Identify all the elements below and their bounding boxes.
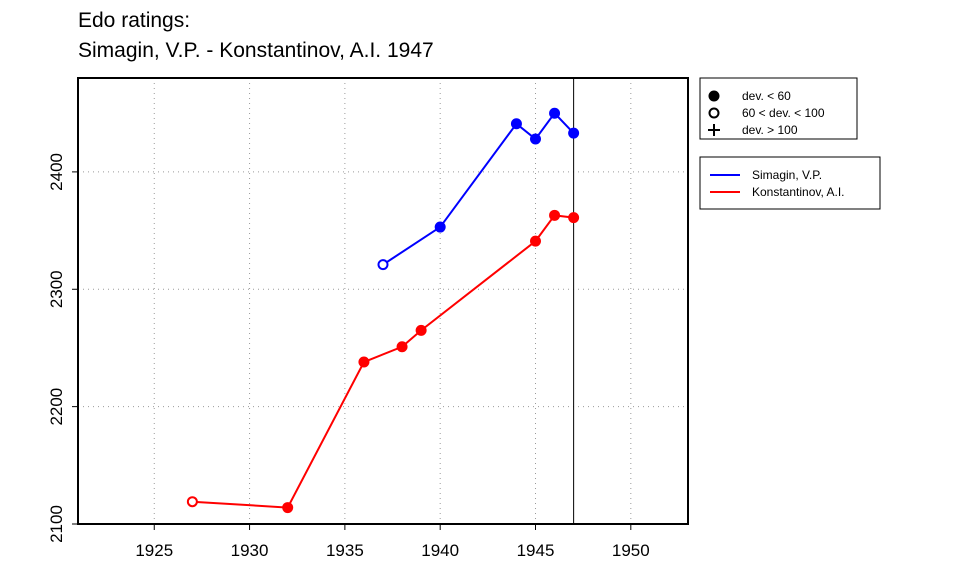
- marker-legend-symbol: [708, 124, 720, 136]
- x-tick-label: 1940: [421, 541, 459, 560]
- marker-legend-label: dev. > 100: [742, 123, 798, 137]
- data-point-series-0: [549, 107, 561, 119]
- marker-legend-label: 60 < dev. < 100: [742, 106, 825, 120]
- y-tick-label: 2100: [47, 505, 66, 543]
- data-point-series-1: [186, 496, 198, 508]
- plot-frame: [77, 77, 689, 525]
- y-tick-label: 2300: [47, 270, 66, 308]
- data-point-series-1: [530, 235, 541, 247]
- marker-legend-symbol: [708, 90, 720, 102]
- marker-legend-label: dev. < 60: [742, 89, 791, 103]
- y-tick-label: 2400: [47, 153, 66, 191]
- series-legend-label: Konstantinov, A.I.: [752, 185, 845, 199]
- data-point-series-1: [282, 502, 294, 514]
- chart-title-line-1: Edo ratings:: [78, 9, 191, 32]
- y-tick-label: 2200: [47, 388, 66, 426]
- x-tick-label: 1925: [135, 541, 173, 560]
- x-tick-label: 1935: [326, 541, 364, 560]
- x-tick-label: 1930: [231, 541, 269, 560]
- data-point-series-0: [377, 259, 389, 271]
- data-point-series-1: [549, 209, 561, 221]
- data-point-series-1: [415, 324, 427, 336]
- data-point-series-0: [434, 221, 446, 233]
- series-legend-label: Simagin, V.P.: [752, 168, 822, 182]
- data-point-series-0: [510, 118, 522, 130]
- data-point-series-1: [358, 356, 370, 368]
- chart-title-line-2: Simagin, V.P. - Konstantinov, A.I. 1947: [78, 39, 434, 62]
- marker-legend-box: [699, 77, 858, 140]
- series-legend-box: [699, 156, 881, 210]
- data-point-series-1: [568, 212, 580, 224]
- x-tick-label: 1945: [517, 541, 555, 560]
- series-line-0: [382, 111, 575, 266]
- x-tick-label: 1950: [612, 541, 650, 560]
- data-point-series-0: [568, 127, 580, 139]
- marker-legend-symbol: [708, 107, 720, 119]
- data-point-series-1: [396, 341, 408, 353]
- data-point-series-0: [530, 133, 541, 145]
